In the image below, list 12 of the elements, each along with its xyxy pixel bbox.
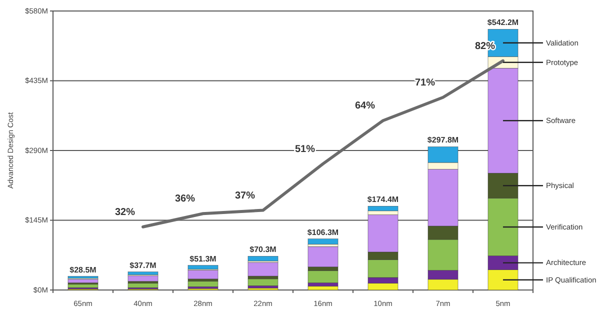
total-label: $28.5M xyxy=(70,265,97,274)
data-label: 64% xyxy=(354,100,376,112)
total-label: $70.3M xyxy=(250,245,277,254)
total-label: $297.8M xyxy=(427,136,459,145)
total-label: $51.3M xyxy=(190,254,217,264)
total-label: $106.3M xyxy=(307,228,339,237)
data-label: 36% xyxy=(174,194,196,205)
data-label: 37% xyxy=(234,190,256,202)
total-label: $37.7M xyxy=(130,260,157,270)
total-label: $542.2M xyxy=(487,18,519,28)
total-label: $174.4M xyxy=(367,195,399,204)
data-label: 32% xyxy=(114,206,136,218)
